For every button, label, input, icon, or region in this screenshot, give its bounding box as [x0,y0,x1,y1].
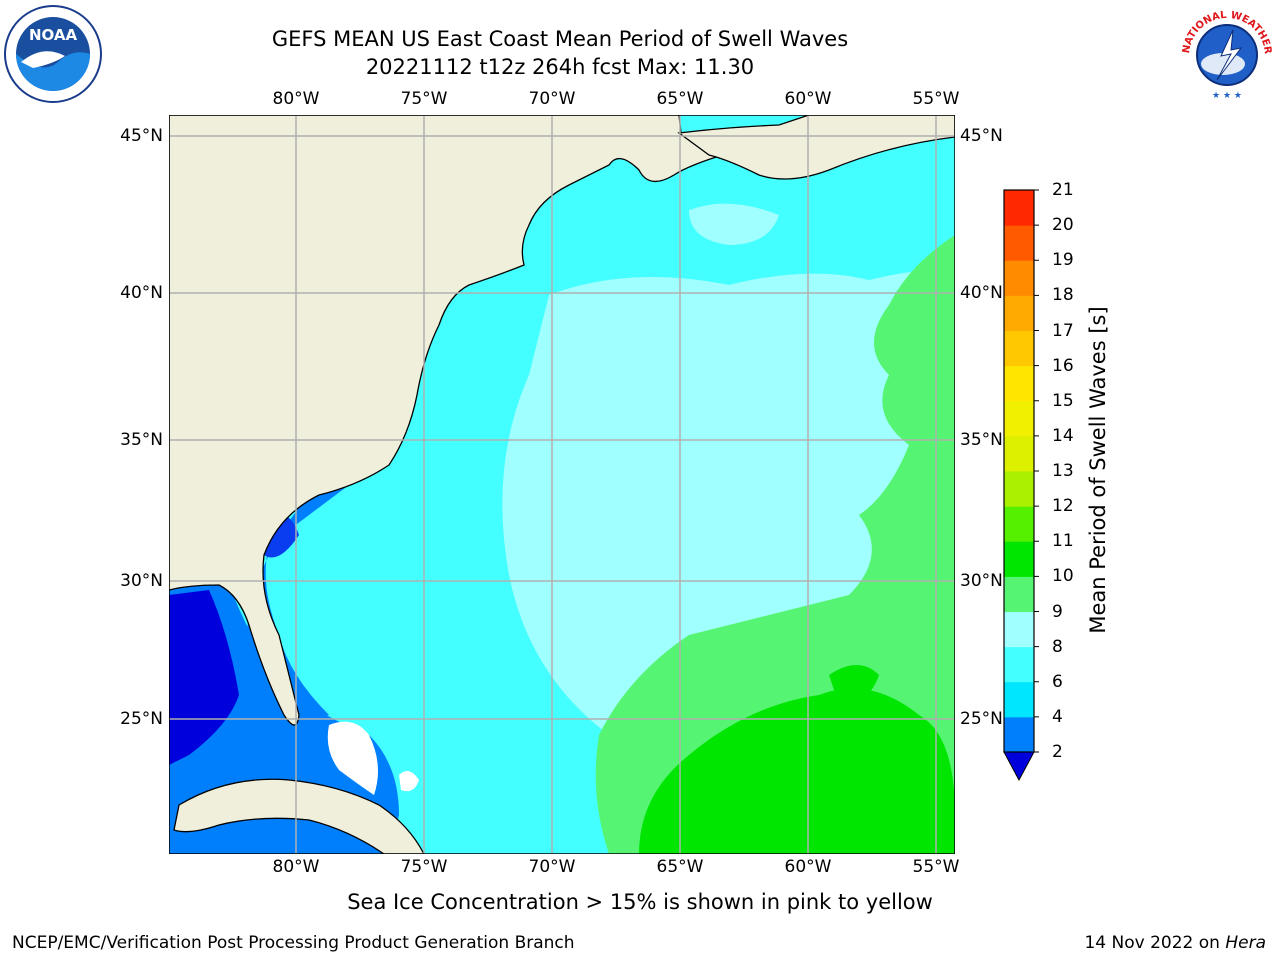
cuba-land [173,778,425,854]
colorbar-tick-label: 4 [1052,706,1063,727]
longitude-label-bottom: 75°W [400,857,448,877]
swell-period-10-11-patch [829,665,879,705]
colorbar-band [1004,330,1034,367]
colorbar-band [1004,506,1034,542]
latitude-label-left: 45°N [120,126,163,146]
colorbar-tick-label: 13 [1052,461,1074,481]
colorbar-band [1004,646,1034,683]
swell-period-10-11-region [639,688,955,854]
colorbar-band [1004,190,1034,226]
latitude-label-left: 25°N [120,709,163,729]
colorbar-band [1004,365,1034,402]
footer-date-text: 14 Nov 2022 on [1084,933,1226,953]
colorbar-tick-label: 12 [1052,496,1074,517]
latitude-label-right: 40°N [960,283,1003,303]
colorbar-band [1004,611,1034,648]
bahamas-missing-area [327,721,378,795]
latitude-label-right: 25°N [960,709,1003,729]
footer-machine: Hera [1225,933,1266,953]
colorbar-band [1004,225,1034,261]
colorbar-extend-arrow [1003,751,1035,782]
colorbar-tick-label: 2 [1052,742,1063,762]
map-subtitle: 20221112 t12z 264h fcst Max: 11.30 [365,55,755,79]
colorbar [1003,189,1039,782]
longitude-label-bottom: 65°W [656,857,704,877]
colorbar-tick-label: 10 [1052,566,1074,587]
colorbar-band [1004,716,1034,753]
colorbar-band [1004,295,1034,331]
latitude-label-left: 35°N [120,430,163,450]
swell-period-under-2-gulf [169,590,239,765]
longitude-label-top: 60°W [784,89,832,109]
swell-period-8-9-patch [689,203,779,245]
map-plot [169,115,955,854]
north-america-land [169,115,771,726]
colorbar-band [1004,681,1034,718]
svg-text:★ ★ ★: ★ ★ ★ [1212,91,1242,101]
colorbar-tick-label: 20 [1052,215,1074,236]
map-title: GEFS MEAN US East Coast Mean Period of S… [271,27,849,51]
sea-ice-note: Sea Ice Concentration > 15% is shown in … [347,890,933,914]
longitude-label-top: 65°W [656,89,704,109]
colorbar-tick-label: 18 [1052,285,1074,306]
longitude-label-bottom: 60°W [784,857,832,877]
latitude-label-right: 45°N [960,126,1003,146]
colorbar-title: Mean Period of Swell Waves [s] [1086,306,1110,634]
longitude-label-bottom: 70°W [528,857,576,877]
colorbar-tick-label: 9 [1052,601,1063,622]
noaa-logo-icon: NOAA [3,4,103,108]
colorbar-tick-label: 15 [1052,390,1074,411]
colorbar-tick-label: 17 [1052,320,1074,341]
colorbar-tick-label: 14 [1052,425,1074,446]
longitude-label-bottom: 55°W [912,857,960,877]
nws-logo-icon: NATIONAL WEATHER SERVICE ★ ★ ★ [1173,0,1277,105]
longitude-label-top: 70°W [528,89,576,109]
footer-credit: NCEP/EMC/Verification Post Processing Pr… [12,933,575,953]
colorbar-tick-label: 19 [1052,250,1074,271]
footer-date: 14 Nov 2022 on Hera [1084,933,1266,953]
noaa-logo-text: NOAA [29,26,78,44]
bahamas-missing-area-2 [399,771,419,792]
longitude-label-top: 55°W [912,89,960,109]
colorbar-band [1004,260,1034,296]
colorbar-band [1004,576,1034,612]
colorbar-band [1004,471,1034,507]
latitude-label-left: 30°N [120,571,163,591]
latitude-label-right: 35°N [960,430,1003,450]
colorbar-tick-label: 8 [1052,636,1063,657]
latitude-label-left: 40°N [120,283,163,303]
latitude-label-right: 30°N [960,571,1003,591]
longitude-label-bottom: 80°W [272,857,320,877]
colorbar-tick-label: 21 [1052,180,1074,200]
longitude-label-top: 75°W [400,89,448,109]
colorbar-band [1004,400,1034,437]
colorbar-tick-label: 6 [1052,671,1063,692]
maritimes-land [677,115,955,180]
colorbar-band [1004,435,1034,472]
colorbar-tick-label: 11 [1052,531,1074,552]
colorbar-tick-label: 16 [1052,355,1074,376]
graticule [169,115,955,854]
colorbar-band [1004,541,1034,577]
longitude-label-top: 80°W [272,89,320,109]
